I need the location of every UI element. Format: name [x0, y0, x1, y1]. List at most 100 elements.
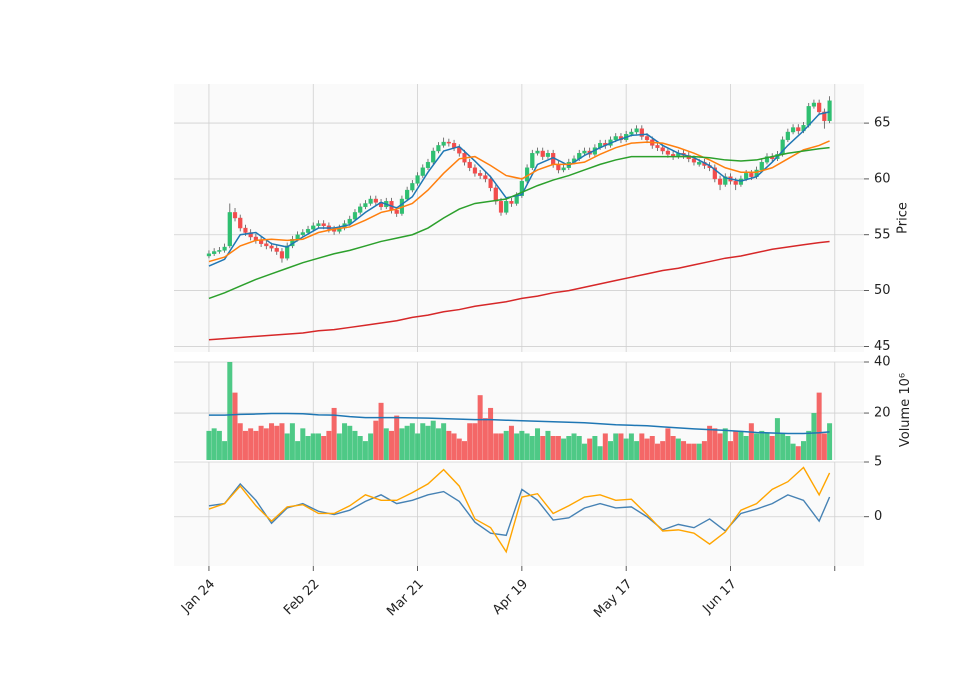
volume-bar — [681, 441, 687, 460]
volume-bar — [248, 428, 254, 460]
volume-bar — [456, 438, 462, 460]
volume-bar — [269, 423, 275, 460]
candle-body — [300, 232, 305, 235]
candle-body — [311, 225, 316, 230]
volume-bar — [321, 436, 327, 460]
candle-body — [811, 102, 817, 107]
volume-bar — [461, 441, 467, 460]
volume-bar — [357, 436, 363, 460]
volume-bar — [482, 418, 488, 460]
volume-bar — [691, 443, 697, 460]
volume-bar — [211, 428, 217, 460]
volume-bar — [222, 441, 228, 460]
volume-bar — [441, 423, 447, 460]
volume-bar — [801, 441, 807, 460]
x-tick-label: Jun 17 — [699, 577, 739, 617]
volume-bar — [508, 425, 514, 460]
volume-bar — [608, 441, 614, 460]
volume-bar — [514, 433, 520, 460]
candle-body — [436, 145, 441, 152]
volume-bar — [477, 395, 483, 460]
candle-body — [478, 173, 483, 176]
candle-body — [285, 245, 290, 259]
y-tick-label: 0 — [874, 509, 882, 524]
volume-bar — [206, 430, 212, 460]
y-tick-label: 50 — [874, 283, 891, 298]
volume-bar — [769, 436, 775, 460]
volume-name: Volume — [898, 399, 913, 447]
candle-body — [206, 253, 212, 257]
candle-body — [232, 212, 238, 219]
volume-bar — [435, 428, 441, 460]
moving-average — [208, 111, 830, 267]
y-tick-label: 40 — [874, 355, 891, 370]
candle-body — [415, 175, 420, 184]
candle-body — [363, 203, 368, 208]
volume-bar — [540, 436, 546, 460]
candle-body — [509, 201, 514, 204]
volume-bar — [347, 425, 353, 460]
candle-body — [425, 161, 431, 168]
y-tick-label: 55 — [874, 227, 891, 242]
price-panel — [174, 84, 864, 352]
candle-body — [410, 183, 415, 191]
volume-bar — [529, 436, 535, 460]
volume-bar — [561, 438, 567, 460]
candle-body — [697, 161, 702, 165]
volume-bar — [227, 362, 233, 460]
candle-body — [806, 106, 811, 126]
volume-bar — [232, 392, 238, 460]
y-tick-label: 45 — [874, 339, 891, 354]
candle-body — [796, 127, 801, 132]
volume-bar — [305, 436, 311, 460]
volume-bar — [821, 433, 827, 460]
volume-bar — [795, 446, 801, 460]
volume-bar — [258, 425, 264, 460]
volume-bar — [331, 407, 337, 460]
volume-multiplier: 10⁶ — [898, 373, 913, 395]
candle-body — [717, 178, 723, 185]
candle-body — [295, 234, 300, 240]
candle-body — [431, 150, 436, 163]
candle-body — [405, 189, 410, 200]
volume-bar — [754, 433, 760, 460]
volume-bar — [373, 420, 379, 460]
volume-bar — [362, 441, 368, 460]
candle-body — [519, 180, 524, 196]
volume-bar — [628, 433, 634, 460]
candle-body — [644, 136, 650, 141]
volume-bar — [665, 428, 671, 460]
candle-body — [744, 173, 749, 180]
candle-body — [358, 206, 363, 213]
candle-body — [347, 218, 352, 224]
volume-bar — [644, 438, 650, 460]
volume-bar — [602, 433, 608, 460]
volume-bar — [467, 423, 473, 460]
candle-body — [274, 247, 279, 252]
candle-body — [764, 156, 770, 163]
volume-bar — [310, 433, 316, 460]
candle-body — [279, 251, 285, 259]
candle-body — [472, 167, 478, 174]
volume-bar — [581, 443, 587, 460]
candle-body — [613, 136, 618, 141]
volume-bar — [535, 428, 541, 460]
candle-body — [655, 145, 660, 148]
candle-body — [493, 187, 498, 202]
x-tick-label: Jan 24 — [178, 577, 218, 617]
volume-bar — [545, 430, 551, 460]
volume-bar — [738, 430, 744, 460]
volume-bar — [352, 430, 358, 460]
volume-bar — [295, 441, 301, 460]
volume-bar — [618, 433, 624, 460]
y-tick-label: 65 — [874, 116, 891, 131]
volume-bar — [237, 423, 243, 460]
volume-bar — [399, 428, 405, 460]
candle-body — [504, 201, 509, 213]
volume-bar — [242, 430, 248, 460]
volume-average — [208, 412, 830, 435]
candle-body — [759, 161, 764, 171]
volume-bar — [415, 433, 421, 460]
volume-bar — [623, 438, 629, 460]
volume-bar — [555, 436, 561, 460]
